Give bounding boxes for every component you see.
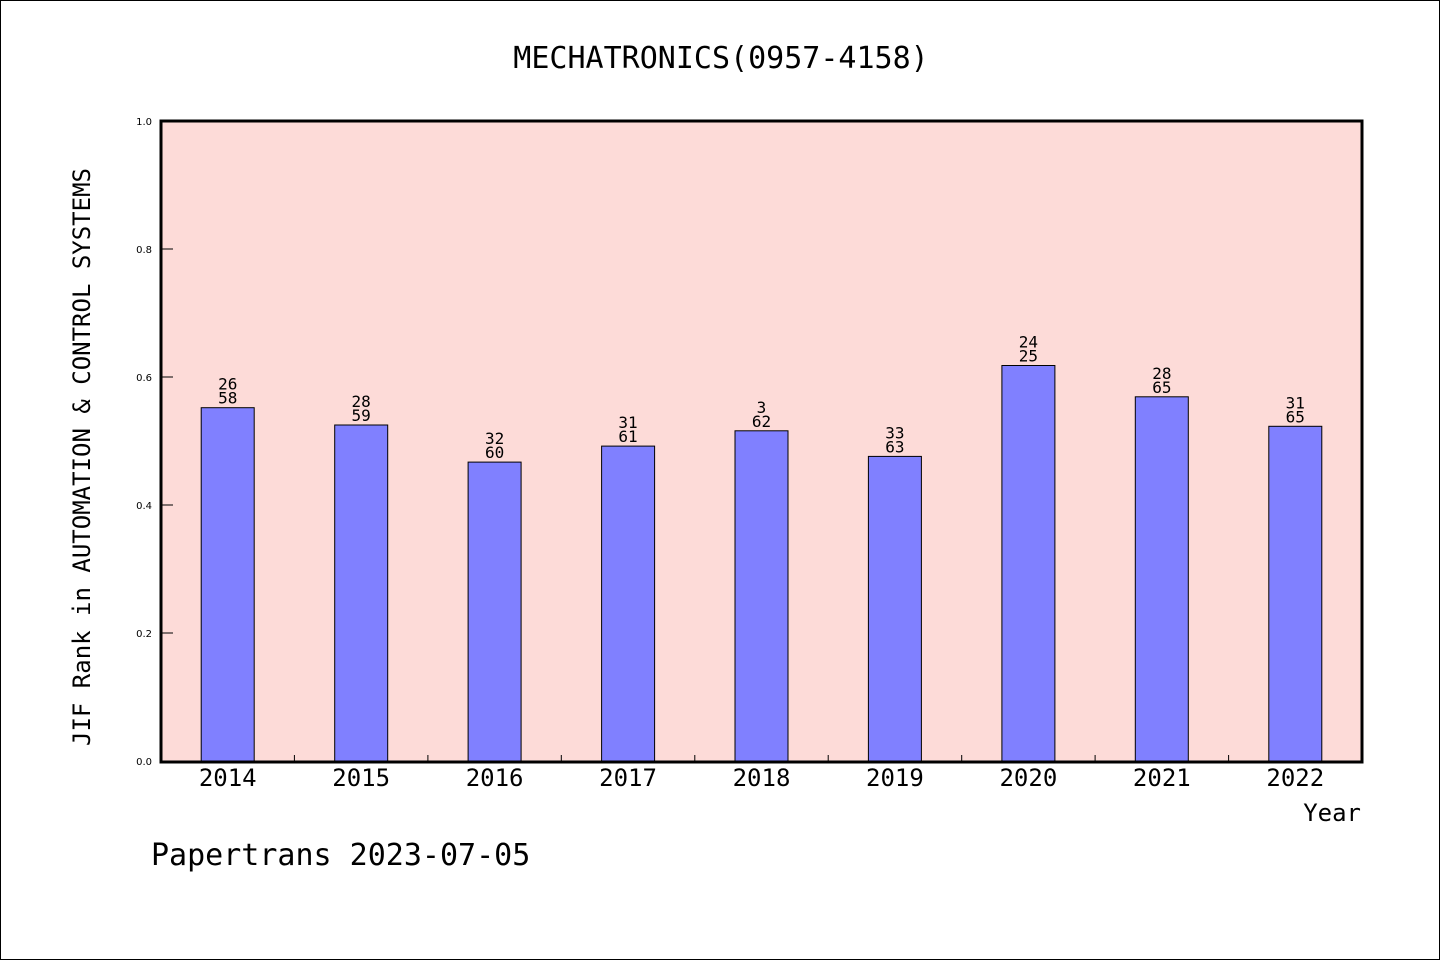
- bar-2021: [1134, 396, 1189, 762]
- x-tick-label-2015: 2015: [332, 764, 390, 792]
- data-label-total-2016: 60: [485, 443, 504, 462]
- y-tick-label: 1.0: [136, 117, 152, 128]
- y-tick-label: 0.4: [136, 501, 152, 512]
- x-tick-label-2020: 2020: [999, 764, 1057, 792]
- bar-2018: [734, 430, 789, 762]
- data-label-rank-2018: 3: [757, 398, 767, 417]
- x-tick-label-2014: 2014: [199, 764, 257, 792]
- x-tick-label-2018: 2018: [733, 764, 791, 792]
- bar-2017: [601, 445, 656, 762]
- bar-series: [200, 365, 1323, 762]
- bar-2019: [867, 455, 922, 762]
- x-tick-label-2017: 2017: [599, 764, 657, 792]
- x-axis: 2014 2015 2016 2017 2018 2019 2020 2021 2022: [199, 755, 1324, 792]
- data-label-total-2020: 25: [1019, 347, 1038, 366]
- data-label-rank-2017: 31: [618, 413, 637, 432]
- data-label-rank-2014: 26: [218, 375, 237, 394]
- data-label-rank-2021: 28: [1152, 364, 1171, 383]
- data-label-rank-2022: 31: [1286, 393, 1305, 412]
- bar-2022: [1268, 425, 1323, 762]
- x-tick-label-2021: 2021: [1133, 764, 1191, 792]
- bar-2015: [334, 424, 389, 762]
- data-label-total-2021: 65: [1152, 378, 1171, 397]
- data-label-total-2017: 61: [618, 427, 637, 446]
- x-tick-label-2019: 2019: [866, 764, 924, 792]
- y-tick-label: 0.8: [136, 245, 152, 256]
- plot-area-border: [159, 119, 1364, 764]
- data-label-total-2014: 58: [218, 389, 237, 408]
- data-label-rank-2016: 32: [485, 429, 504, 448]
- x-tick-label-2016: 2016: [466, 764, 524, 792]
- y-tick-label: 0.2: [136, 629, 152, 640]
- bar-2014: [200, 407, 255, 762]
- x-axis-title: Year: [1303, 799, 1361, 827]
- data-label-rank-2020: 24: [1019, 333, 1038, 352]
- data-label-rank-2015: 28: [352, 392, 371, 411]
- chart-title: MECHATRONICS(0957-4158): [513, 41, 928, 76]
- data-label-total-2018: 62: [752, 412, 771, 431]
- bar-2016: [467, 461, 522, 762]
- footer-credit: Papertrans 2023-07-05: [151, 838, 530, 873]
- y-tick-label: 0.0: [136, 757, 152, 768]
- data-label-total-2019: 63: [885, 437, 904, 456]
- bar-2020: [1001, 365, 1056, 762]
- data-label-rank-2019: 33: [885, 423, 904, 442]
- y-tick-label: 0.6: [136, 373, 152, 384]
- y-axis-title: JIF Rank in AUTOMATION & CONTROL SYSTEMS: [68, 168, 96, 746]
- data-label-total-2015: 59: [352, 406, 371, 425]
- data-label-total-2022: 65: [1286, 407, 1305, 426]
- x-tick-label-2022: 2022: [1266, 764, 1324, 792]
